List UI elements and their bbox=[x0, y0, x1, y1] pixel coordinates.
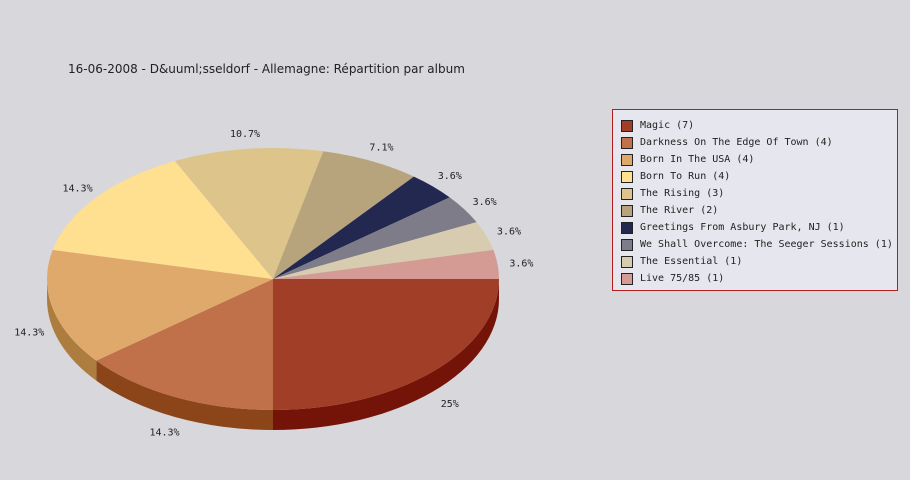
pie-side-0 bbox=[273, 279, 499, 430]
legend: Magic (7) Darkness On The Edge Of Town (4… bbox=[612, 109, 898, 291]
legend-swatch bbox=[621, 238, 633, 251]
legend-swatch bbox=[621, 272, 633, 285]
legend-item: Born In The USA (4) bbox=[621, 151, 897, 168]
legend-item: The River (2) bbox=[621, 202, 897, 219]
legend-item: Darkness On The Edge Of Town (4) bbox=[621, 134, 897, 151]
legend-label: Darkness On The Edge Of Town (4) bbox=[640, 137, 833, 148]
legend-label: Greetings From Asbury Park, NJ (1) bbox=[640, 222, 845, 233]
legend-label: The Rising (3) bbox=[640, 188, 725, 199]
legend-label: Born To Run (4) bbox=[640, 171, 731, 182]
pie-label-0: 25% bbox=[441, 399, 459, 410]
pie-label-4: 10.7% bbox=[230, 129, 260, 140]
pie-label-8: 3.6% bbox=[497, 226, 521, 237]
pie-slice-1 bbox=[96, 279, 273, 410]
legend-swatch bbox=[621, 221, 633, 234]
legend-label: The River (2) bbox=[640, 205, 719, 216]
pie-side-1 bbox=[96, 360, 273, 430]
pie-slice-2 bbox=[47, 249, 273, 361]
pie-slice-4 bbox=[174, 148, 324, 279]
legend-swatch bbox=[621, 204, 633, 217]
pie-label-7: 3.6% bbox=[473, 197, 497, 208]
pie-slice-9 bbox=[273, 249, 499, 279]
pie-slice-0 bbox=[273, 279, 499, 410]
legend-item: The Rising (3) bbox=[621, 185, 897, 202]
pie-slice-8 bbox=[273, 222, 494, 279]
legend-item: We Shall Overcome: The Seeger Sessions (… bbox=[621, 236, 897, 253]
legend-label: Born In The USA (4) bbox=[640, 154, 755, 165]
pie-slice-3 bbox=[52, 160, 273, 279]
pie-label-9: 3.6% bbox=[509, 259, 533, 270]
pie-slice-6 bbox=[273, 176, 450, 279]
pie-label-3: 14.3% bbox=[62, 183, 92, 194]
legend-swatch bbox=[621, 255, 633, 268]
legend-label: Magic (7) bbox=[640, 120, 695, 131]
pie-label-5: 7.1% bbox=[369, 143, 393, 154]
pie-label-2: 14.3% bbox=[14, 328, 44, 339]
chart-title: 16-06-2008 - D&uuml;sseldorf - Allemagne… bbox=[68, 62, 465, 76]
legend-label: The Essential (1) bbox=[640, 256, 743, 267]
pie-side-2 bbox=[47, 279, 97, 381]
pie-label-6: 3.6% bbox=[438, 171, 462, 182]
pie-slice-5 bbox=[273, 151, 414, 279]
legend-swatch bbox=[621, 136, 633, 149]
legend-swatch bbox=[621, 119, 633, 132]
pie-slice-7 bbox=[273, 197, 477, 279]
legend-label: Live 75/85 (1) bbox=[640, 273, 725, 284]
legend-item: Live 75/85 (1) bbox=[621, 270, 897, 287]
legend-swatch bbox=[621, 187, 633, 200]
legend-label: We Shall Overcome: The Seeger Sessions (… bbox=[640, 239, 893, 250]
legend-swatch bbox=[621, 170, 633, 183]
legend-item: Magic (7) bbox=[621, 117, 897, 134]
pie-label-1: 14.3% bbox=[149, 427, 179, 438]
legend-item: Greetings From Asbury Park, NJ (1) bbox=[621, 219, 897, 236]
legend-item: The Essential (1) bbox=[621, 253, 897, 270]
legend-swatch bbox=[621, 153, 633, 166]
legend-item: Born To Run (4) bbox=[621, 168, 897, 185]
